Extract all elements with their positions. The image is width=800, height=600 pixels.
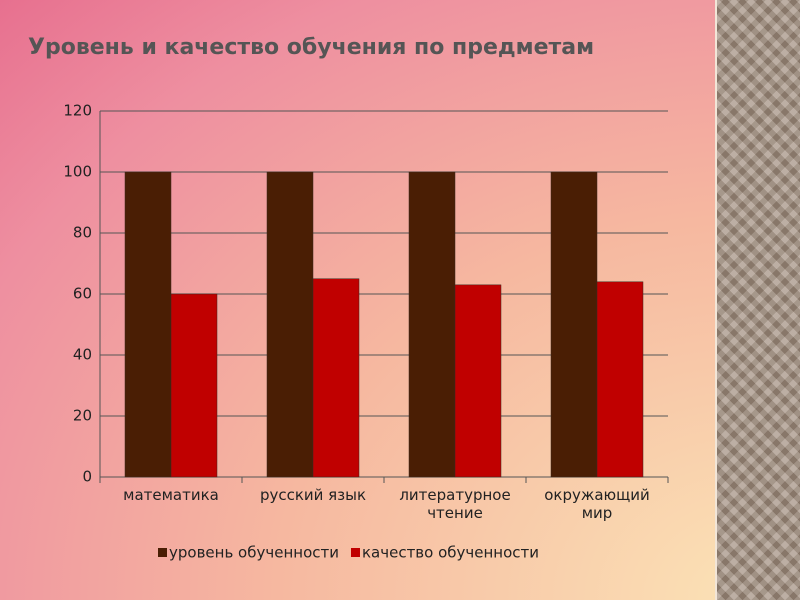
bar: [454, 284, 502, 478]
y-tick-label: 40: [73, 346, 92, 364]
x-tick-label: математика: [123, 486, 219, 504]
chart-title: Уровень и качество обучения по предметам: [28, 35, 594, 60]
x-tick-label: русский язык: [259, 486, 367, 504]
legend-swatch: [350, 548, 360, 557]
y-tick-label: 80: [73, 224, 92, 242]
y-tick-label: 120: [63, 102, 92, 120]
bar: [266, 171, 314, 478]
y-tick-label: 60: [73, 285, 92, 303]
bar: [124, 171, 172, 478]
x-tick-label: окружающий мир: [544, 486, 650, 522]
decor-strip: [715, 0, 800, 600]
x-tick-label: литературное чтение: [399, 486, 511, 522]
bar: [170, 293, 218, 478]
bar: [408, 171, 456, 478]
y-tick-label: 100: [63, 163, 92, 181]
legend-swatch: [158, 548, 167, 557]
bar: [312, 278, 360, 478]
y-tick-label: 20: [73, 407, 92, 425]
bar: [550, 171, 598, 478]
y-tick-label: 0: [82, 468, 92, 486]
legend-label: уровень обученности: [169, 544, 339, 562]
legend-label: качество обученности: [362, 544, 539, 562]
bar: [596, 281, 644, 478]
